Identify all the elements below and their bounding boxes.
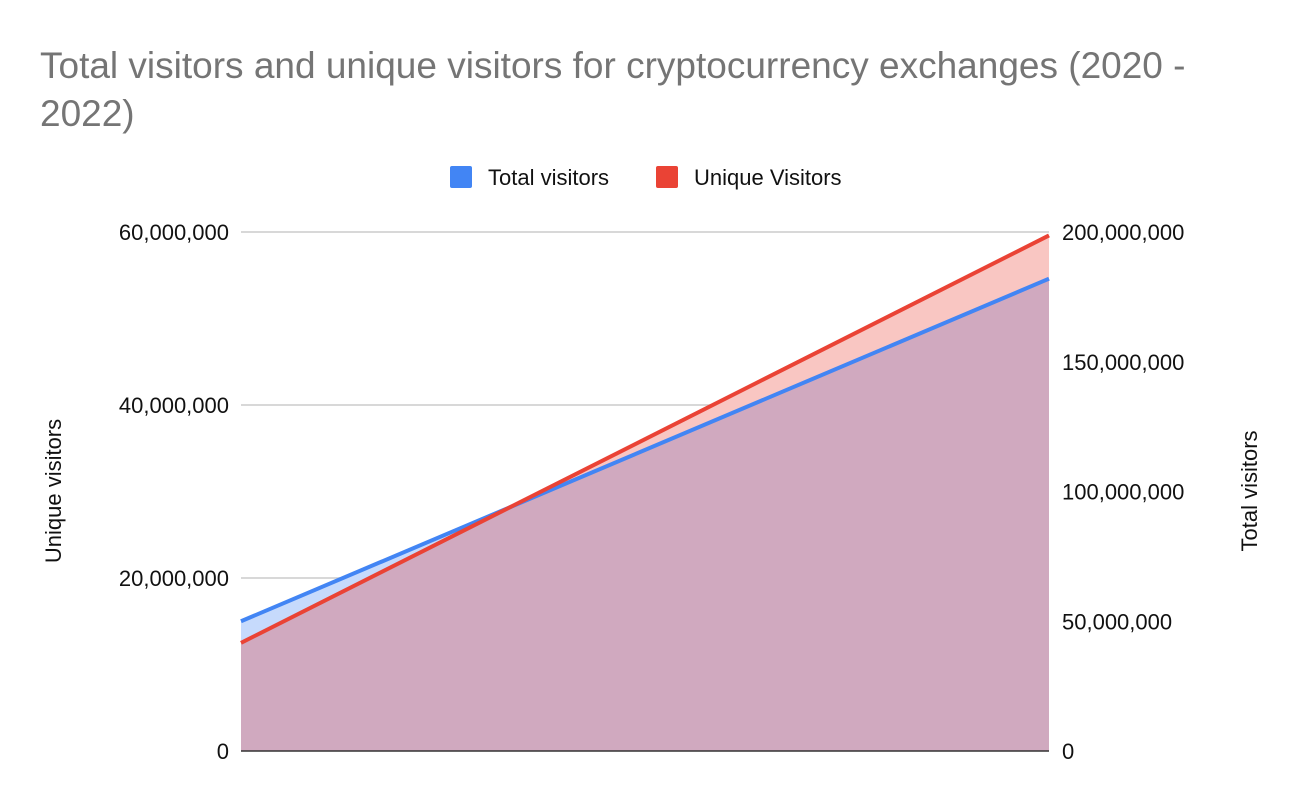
- right-axis-tick-label: 50,000,000: [1062, 609, 1172, 634]
- legend-label-total-visitors: Total visitors: [488, 165, 609, 190]
- right-axis-tick-label: 100,000,000: [1062, 480, 1184, 505]
- right-axis-title: Total visitors: [1237, 430, 1262, 551]
- series-line-total-visitors: [240, 276, 1050, 624]
- left-axis-tick-label: 60,000,000: [119, 220, 229, 245]
- right-axis-tick-label: 150,000,000: [1062, 350, 1184, 375]
- left-axis-tick-label: 0: [217, 739, 229, 764]
- plot-area: 0 20,000,000 40,000,000 60,000,000 0 50,000,0…: [119, 220, 1184, 764]
- left-axis-tick-label: 40,000,000: [119, 393, 229, 418]
- series-line-unique-visitors: [240, 233, 1050, 645]
- legend-swatch-unique-visitors: [656, 166, 678, 188]
- legend-item-total-visitors[interactable]: Total visitors: [450, 165, 609, 190]
- legend-label-unique-visitors: Unique Visitors: [694, 165, 842, 190]
- legend-swatch-total-visitors: [450, 166, 472, 188]
- right-axis-tick-label: 200,000,000: [1062, 220, 1184, 245]
- area-overlap: [241, 278, 1049, 751]
- right-axis-tick-label: 0: [1062, 739, 1074, 764]
- chart-title-line-2: 2022): [40, 93, 135, 134]
- chart-title-line-1: Total visitors and unique visitors for c…: [40, 45, 1185, 86]
- left-axis-title: Unique visitors: [41, 419, 66, 563]
- legend: Total visitors Unique Visitors: [450, 165, 842, 190]
- legend-item-unique-visitors[interactable]: Unique Visitors: [656, 165, 842, 190]
- left-axis-tick-label: 20,000,000: [119, 566, 229, 591]
